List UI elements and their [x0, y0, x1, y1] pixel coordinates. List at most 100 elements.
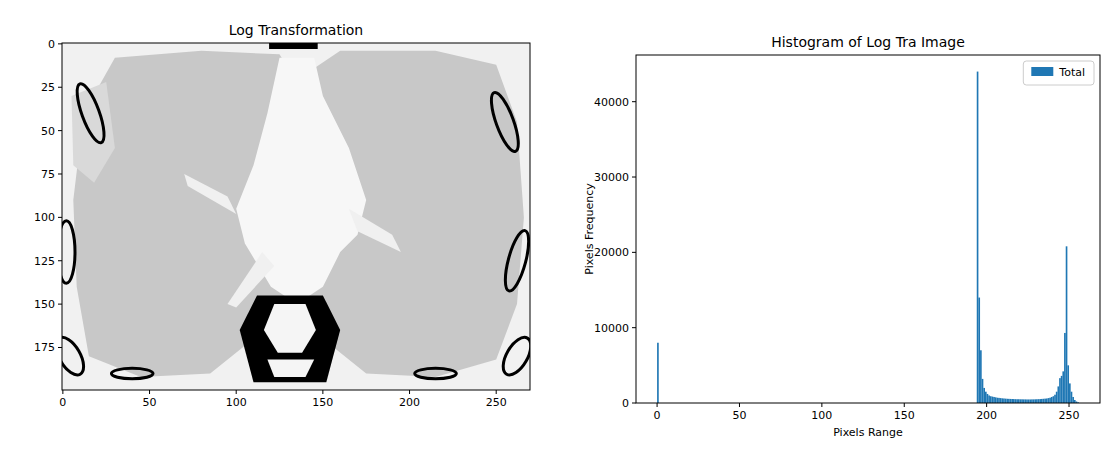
y-tick: [632, 101, 636, 102]
y-tick-label: 20000: [594, 246, 629, 259]
y-tick-label: 30000: [594, 171, 629, 184]
y-tick: [632, 177, 636, 178]
x-tick-label: 0: [654, 409, 661, 422]
bar: [978, 298, 980, 403]
y-tick: [58, 347, 62, 348]
x-tick: [496, 390, 497, 394]
x-tick-label: 200: [399, 396, 420, 409]
vertebra: [264, 304, 316, 353]
x-tick-label: 250: [1059, 409, 1080, 422]
y-tick-label: 40000: [594, 96, 629, 109]
image: [62, 43, 530, 390]
bar: [1036, 399, 1038, 403]
bar: [1013, 399, 1015, 403]
y-tick: [632, 327, 636, 328]
title: Histogram of Log Tra Image: [771, 34, 965, 50]
x-tick-label: 250: [486, 396, 507, 409]
bar: [1051, 397, 1053, 403]
bar: [993, 397, 995, 403]
bars: [657, 72, 1079, 403]
bar: [995, 397, 997, 403]
bar: [985, 392, 987, 403]
x-tick-label: 50: [143, 396, 157, 409]
bar: [1016, 399, 1018, 403]
legend-box: [1023, 61, 1094, 85]
skin-fold: [415, 368, 457, 378]
x-tick: [236, 390, 237, 394]
bar: [1069, 383, 1071, 403]
bar: [1001, 398, 1003, 403]
x-tick: [821, 403, 822, 407]
lungs: [73, 51, 524, 377]
x-tick: [62, 390, 63, 394]
x-tick: [322, 390, 323, 394]
x-tick-label: 100: [226, 396, 247, 409]
x-tick-label: 200: [976, 409, 997, 422]
y-tick-label: 10000: [594, 322, 629, 335]
bar: [1010, 399, 1012, 403]
bar: [1064, 333, 1066, 403]
image-background: [62, 43, 530, 390]
bar: [1043, 399, 1045, 403]
legend-swatch: [1031, 67, 1053, 76]
x-tick-label: 150: [312, 396, 333, 409]
x-tick: [657, 403, 658, 407]
bar: [1071, 392, 1073, 403]
x-tick: [739, 403, 740, 407]
skin-fold: [486, 90, 524, 155]
bar: [1023, 399, 1025, 403]
y-tick-label: 0: [622, 397, 629, 410]
bar: [998, 398, 1000, 403]
bar: [983, 388, 985, 403]
axes-frame: [62, 43, 530, 390]
spine: [240, 295, 341, 382]
y-tick: [58, 43, 62, 44]
x-tick-label: 50: [732, 409, 746, 422]
bar: [1056, 392, 1058, 403]
x-tick: [904, 403, 905, 407]
bar: [1018, 399, 1020, 403]
bar: [977, 72, 979, 403]
bar: [1029, 399, 1031, 403]
legend: Total: [1023, 61, 1094, 85]
skin-fold: [498, 333, 530, 379]
y-tick-label: 75: [41, 168, 55, 181]
bar: [982, 379, 984, 403]
bar: [988, 395, 990, 403]
y-tick-label: 100: [34, 211, 55, 224]
bar: [1008, 399, 1010, 403]
y-tick: [58, 87, 62, 88]
skin-fold: [62, 333, 89, 379]
bar: [1031, 399, 1033, 403]
x-tick: [149, 390, 150, 394]
bar: [992, 397, 994, 403]
y-tick-label: 0: [48, 38, 55, 51]
bar: [1067, 365, 1069, 403]
x-tick: [1069, 403, 1070, 407]
bar: [1057, 386, 1059, 403]
figure: 0501001502002500255075100125150175Log Tr…: [0, 0, 1118, 462]
bar: [1041, 399, 1043, 403]
bar: [1039, 399, 1041, 403]
bar: [1054, 395, 1056, 403]
x-tick: [986, 403, 987, 407]
y-axis-title: Pixels Frequency: [583, 183, 596, 275]
bar: [1015, 399, 1017, 403]
x-tick-label: 150: [894, 409, 915, 422]
marker: [269, 43, 318, 49]
skin-fold: [501, 228, 530, 293]
y-tick-label: 175: [34, 341, 55, 354]
vessel: [349, 209, 401, 252]
bar: [1062, 371, 1064, 403]
bar: [997, 398, 999, 403]
bar: [1066, 246, 1068, 403]
bar: [1025, 399, 1027, 403]
y-tick: [58, 304, 62, 305]
bar: [1003, 398, 1005, 403]
bar: [990, 396, 992, 403]
y-tick: [632, 403, 636, 404]
bar: [1006, 399, 1008, 403]
bar: [1034, 399, 1036, 403]
bar: [1028, 399, 1030, 403]
title: Log Transformation: [229, 22, 364, 38]
